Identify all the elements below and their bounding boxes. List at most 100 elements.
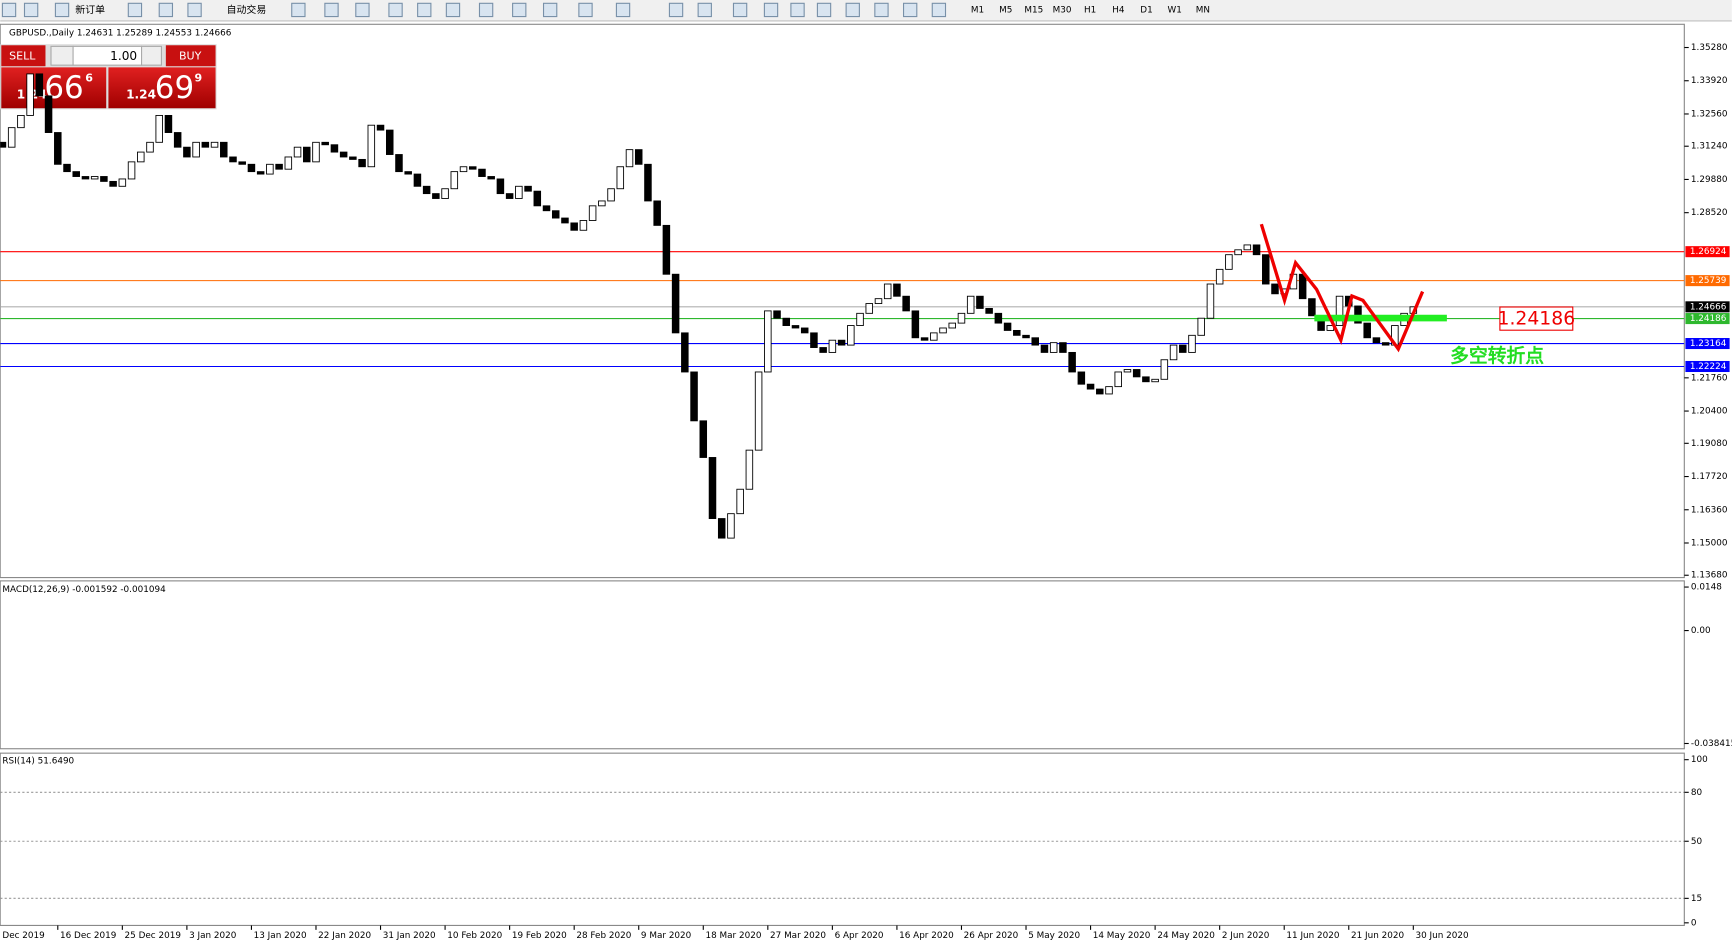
candle (450, 171, 459, 190)
candle (422, 185, 431, 195)
timeframe-button[interactable]: W1 (1167, 5, 1181, 15)
sell-price-point: 6 (85, 71, 93, 84)
candle (1059, 342, 1067, 353)
candle (533, 190, 542, 207)
timeframe-button[interactable]: M15 (1024, 5, 1043, 15)
y-tick-label: 0.0148 (1691, 583, 1722, 593)
candle (708, 457, 717, 520)
candle (441, 188, 449, 199)
candle (385, 129, 394, 155)
candle (155, 114, 163, 143)
level-label: 1.23164 (1690, 339, 1727, 349)
x-tick-label: 16 Dec 2019 (60, 931, 116, 941)
toolbar-icon (931, 2, 947, 18)
buy-button[interactable] (165, 45, 216, 67)
timeframe-button[interactable]: MN (1196, 5, 1210, 15)
toolbar-icon (732, 2, 748, 18)
candle (976, 295, 984, 309)
sell-price-box[interactable] (1, 67, 107, 109)
candle (1022, 334, 1030, 339)
candle (920, 337, 929, 341)
x-tick-label: 5 May 2020 (1028, 931, 1080, 941)
candle (662, 224, 671, 275)
timeframe-button[interactable]: H4 (1112, 5, 1125, 15)
candle (1013, 329, 1021, 336)
candle (1215, 268, 1224, 285)
sell-button[interactable] (1, 45, 46, 67)
candle (1381, 342, 1390, 346)
y-tick-label: 1.21760 (1691, 373, 1728, 383)
candle (1077, 371, 1086, 385)
buy-price-box[interactable] (108, 67, 216, 109)
candle (54, 132, 62, 165)
candle (146, 141, 154, 153)
candle (856, 312, 864, 326)
candle (229, 156, 237, 163)
level-label-box (1685, 301, 1730, 313)
buy-price-point: 9 (195, 71, 203, 84)
timeframe-button[interactable]: M30 (1053, 5, 1072, 15)
x-tick-label: 2 Jun 2020 (1222, 931, 1270, 941)
level-callout-text: 1.24186 (1498, 309, 1576, 330)
candle (1114, 371, 1122, 388)
candle (1068, 351, 1076, 373)
candle (957, 312, 966, 324)
candle (238, 161, 246, 165)
x-tick-label: Dec 2019 (2, 931, 44, 941)
candle (220, 141, 228, 158)
candle (339, 151, 348, 158)
y-tick-label: 1.31240 (1691, 142, 1728, 152)
candle (468, 166, 477, 170)
level-label: 1.25739 (1690, 276, 1727, 286)
candle (432, 193, 440, 199)
candle (247, 163, 256, 173)
candle (404, 171, 412, 175)
candle (837, 339, 846, 346)
candle (985, 308, 993, 314)
x-tick-label: 11 Jun 2020 (1286, 931, 1339, 941)
candle (7, 127, 16, 148)
level-label: 1.24186 (1690, 314, 1727, 324)
timeframe-button[interactable]: M5 (999, 5, 1012, 15)
timeframe-button[interactable]: H1 (1084, 5, 1096, 15)
candle (63, 163, 71, 173)
candle (192, 141, 200, 158)
candle (284, 156, 293, 170)
candle (1105, 386, 1113, 395)
sell-label: SELL (9, 49, 36, 62)
level-label: 1.22224 (1690, 362, 1727, 372)
toolbar-icon (578, 2, 593, 18)
candle (201, 141, 210, 148)
candle (1132, 369, 1141, 378)
candle (1271, 283, 1279, 295)
x-tick-label: 13 Jan 2020 (254, 931, 307, 941)
candle (653, 200, 661, 226)
candle (173, 132, 182, 148)
timeframe-button[interactable]: D1 (1140, 5, 1152, 15)
candle (736, 488, 744, 515)
candle (727, 513, 735, 539)
x-tick-label: 26 Apr 2020 (964, 931, 1019, 941)
candle (395, 154, 403, 173)
candle (1123, 369, 1132, 373)
toolbar-button[interactable]: 新订单 (75, 3, 105, 16)
candle (321, 141, 329, 146)
candle (782, 317, 791, 326)
candle (1354, 305, 1362, 324)
candle (902, 295, 910, 312)
candle (634, 149, 643, 165)
level-label-box (1685, 313, 1730, 325)
candle (542, 205, 551, 212)
x-tick-label: 10 Feb 2020 (447, 931, 502, 941)
candle (26, 73, 34, 116)
level-callout (1499, 306, 1574, 331)
y-tick-label: 1.15000 (1691, 538, 1728, 548)
y-tick-label: 0.00 (1691, 626, 1711, 636)
toolbar-button[interactable]: 自动交易 (227, 3, 267, 16)
candle (1234, 249, 1242, 256)
timeframe-button[interactable]: M1 (971, 5, 984, 15)
candle (699, 420, 708, 458)
candle (1049, 342, 1058, 353)
candle (819, 347, 827, 353)
x-tick-label: 21 Jun 2020 (1351, 931, 1404, 941)
